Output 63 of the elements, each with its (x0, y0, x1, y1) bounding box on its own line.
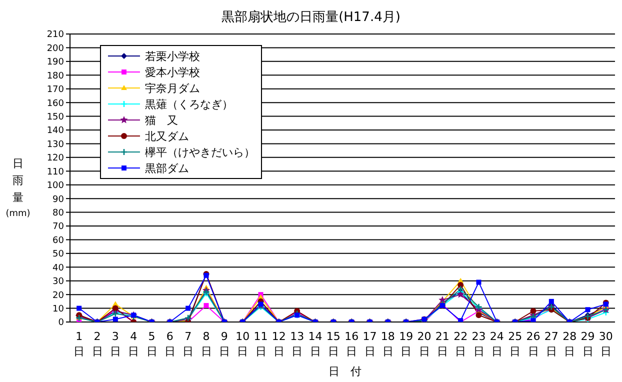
x-tick-label: 5日 (146, 330, 158, 358)
y-tick-label: 160 (46, 98, 64, 109)
y-tick-label: 80 (52, 208, 64, 218)
y-tick-label: 200 (46, 44, 64, 54)
x-tick-label: 8日 (200, 330, 212, 358)
x-tick-label: 14日 (308, 330, 322, 358)
legend-label: 黒部ダム (145, 160, 189, 176)
x-tick-label: 22日 (454, 330, 468, 358)
y-tick-label: 20 (52, 290, 64, 301)
y-tick-label: 110 (46, 167, 64, 178)
legend-label: 宇奈月ダム (145, 80, 200, 96)
x-tick-label: 23日 (472, 330, 486, 358)
legend-label: 欅平（けやきだいら） (145, 144, 255, 160)
y-tick-label: 60 (52, 236, 64, 246)
x-tick-label: 27日 (544, 330, 558, 358)
x-tick-label: 10日 (236, 330, 250, 358)
x-tick-label: 12日 (272, 330, 286, 358)
y-tick-label: 120 (46, 154, 64, 164)
x-tick-label: 2日 (92, 330, 103, 358)
y-tick-label: 50 (52, 250, 64, 260)
x-tick-label: 9日 (218, 330, 230, 358)
y-tick-label: 190 (46, 58, 64, 68)
x-tick-label: 29日 (580, 330, 595, 358)
y-tick-label: 150 (46, 112, 64, 122)
y-tick-label: 90 (52, 194, 64, 205)
y-tick-label: 210 (46, 30, 64, 40)
x-tick-label: 7日 (182, 330, 194, 358)
legend-label: 猫 又 (145, 112, 178, 128)
y-tick-label: 30 (52, 277, 64, 288)
y-tick-label: 10 (52, 304, 64, 314)
x-tick-label: 15日 (326, 330, 340, 358)
x-tick-label: 16日 (344, 330, 359, 358)
x-tick-label: 26日 (526, 330, 540, 358)
x-tick-label: 24日 (490, 330, 504, 358)
y-tick-label: 70 (52, 222, 64, 232)
y-tick-label: 140 (46, 126, 64, 136)
legend-label: 北又ダム (145, 128, 189, 144)
x-tick-label: 17日 (362, 330, 377, 358)
legend-label: 愛本小学校 (145, 64, 200, 80)
y-tick-label: 100 (46, 181, 64, 192)
x-tick-label: 21日 (435, 330, 450, 358)
x-tick-label: 25日 (508, 330, 522, 358)
y-tick-label: 170 (46, 85, 64, 96)
x-axis-title: 日 付 (328, 364, 362, 379)
y-tick-label: 180 (46, 71, 64, 82)
y-tick-label: 130 (46, 140, 64, 150)
y-tick-label: 0 (58, 318, 64, 328)
x-tick-label: 19日 (399, 330, 414, 358)
x-tick-label: 20日 (417, 330, 432, 358)
x-tick-label: 3日 (110, 330, 121, 358)
y-tick-label: 40 (52, 263, 64, 274)
x-tick-label: 4日 (128, 330, 140, 358)
x-tick-label: 1日 (74, 330, 85, 358)
chart-title: 黒部扇状地の日雨量(H17.4月) (220, 9, 402, 26)
x-tick-label: 28日 (562, 330, 577, 358)
legend-label: 黒薙（くろなぎ） (145, 96, 233, 112)
legend-label: 若栗小学校 (145, 48, 200, 64)
x-tick-label: 18日 (380, 330, 395, 358)
y-axis-title: 日雨量(mm) (4, 156, 32, 221)
x-tick-label: 30日 (598, 330, 613, 358)
x-tick-label: 13日 (290, 330, 304, 358)
x-tick-label: 6日 (164, 330, 176, 358)
x-tick-label: 11日 (254, 330, 268, 358)
